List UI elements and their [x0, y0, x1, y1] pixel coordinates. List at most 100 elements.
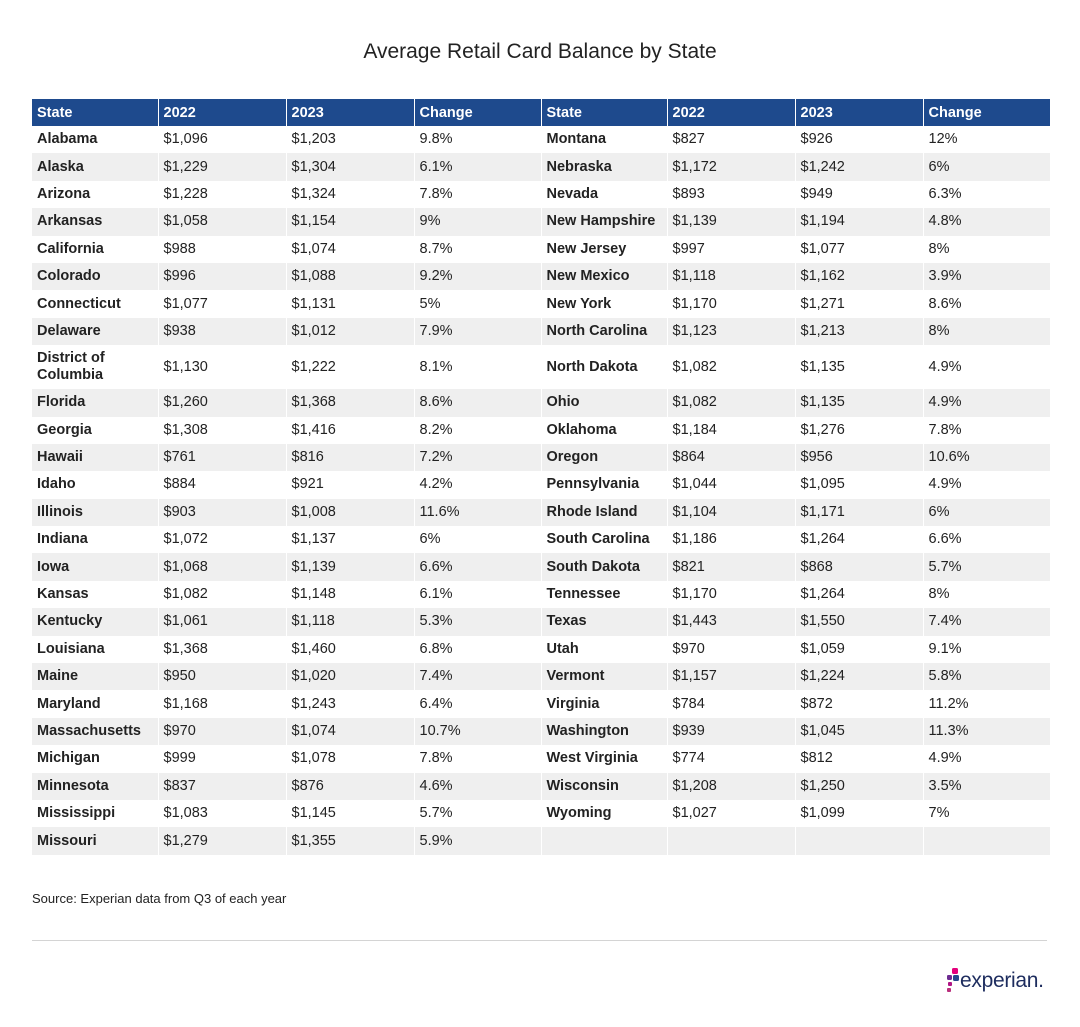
- balance-cell: $1,068: [157, 553, 286, 581]
- column-header: Change: [922, 99, 1050, 126]
- balance-cell: $1,184: [666, 416, 795, 444]
- state-cell: Wyoming: [540, 799, 667, 828]
- column-header: State: [32, 99, 158, 126]
- balance-cell: $1,008: [285, 498, 414, 527]
- balance-cell: $872: [794, 690, 923, 718]
- table-row: Michigan $999 $1,078 7.8% West Virginia $774 $…: [32, 745, 1050, 773]
- balance-cell: $1,250: [794, 772, 923, 800]
- change-cell: 7.8%: [922, 416, 1050, 444]
- balance-cell: $1,061: [157, 608, 286, 636]
- state-cell: North Dakota: [540, 345, 667, 390]
- balance-cell: $921: [285, 471, 414, 499]
- column-header: 2023: [285, 99, 414, 126]
- state-cell: Texas: [540, 608, 667, 636]
- balance-cell: $1,145: [285, 799, 414, 828]
- change-cell: 9.1%: [922, 635, 1050, 664]
- change-cell: 12%: [922, 126, 1050, 154]
- balance-cell: $1,308: [157, 416, 286, 444]
- balance-cell: $1,012: [285, 317, 414, 346]
- change-cell: 11.3%: [922, 717, 1050, 746]
- balance-cell: $1,271: [794, 290, 923, 318]
- balance-cell: $1,276: [794, 416, 923, 444]
- balance-cell: $988: [157, 235, 286, 263]
- balance-cell: $1,355: [285, 827, 414, 855]
- table-row: Iowa $1,068 $1,139 6.6% South Dakota $821 $868…: [32, 553, 1050, 581]
- balance-cell: $1,154: [285, 208, 414, 236]
- state-cell: West Virginia: [540, 745, 667, 773]
- balance-cell: $1,135: [794, 389, 923, 417]
- change-cell: 4.6%: [413, 772, 541, 800]
- state-cell: New Mexico: [540, 262, 667, 291]
- balance-cell: $1,162: [794, 262, 923, 291]
- change-cell: 6.6%: [413, 553, 541, 581]
- state-cell: Colorado: [32, 262, 158, 291]
- balance-table: State 2022 2023 Change State 2022 2023 Change A…: [32, 99, 1050, 855]
- change-cell: 7%: [922, 799, 1050, 828]
- table-row: Georgia $1,308 $1,416 8.2% Oklahoma $1,184 $1,…: [32, 416, 1050, 444]
- balance-cell: $1,224: [794, 663, 923, 691]
- state-cell: Nebraska: [540, 153, 667, 181]
- balance-cell: $1,228: [157, 180, 286, 209]
- state-cell: Ohio: [540, 389, 667, 417]
- balance-cell: $1,082: [666, 389, 795, 417]
- balance-cell: $956: [794, 443, 923, 472]
- balance-cell: $1,044: [666, 471, 795, 499]
- change-cell: 8%: [922, 317, 1050, 346]
- balance-cell: $774: [666, 745, 795, 773]
- state-cell: South Dakota: [540, 553, 667, 581]
- balance-cell: $1,074: [285, 717, 414, 746]
- state-cell: Hawaii: [32, 443, 158, 472]
- change-cell: [922, 827, 1050, 855]
- change-cell: 7.4%: [922, 608, 1050, 636]
- experian-dots-icon: [947, 968, 959, 992]
- change-cell: 4.9%: [922, 471, 1050, 499]
- balance-cell: $1,045: [794, 717, 923, 746]
- balance-cell: $1,168: [157, 690, 286, 718]
- balance-cell: $950: [157, 663, 286, 691]
- balance-cell: $1,148: [285, 580, 414, 609]
- balance-cell: $1,118: [285, 608, 414, 636]
- change-cell: 4.2%: [413, 471, 541, 499]
- change-cell: 8.6%: [413, 389, 541, 417]
- balance-cell: $884: [157, 471, 286, 499]
- balance-cell: $1,222: [285, 345, 414, 390]
- state-cell: California: [37, 240, 104, 257]
- balance-cell: $1,072: [157, 526, 286, 554]
- change-cell: 8.2%: [413, 416, 541, 444]
- column-header: 2023: [794, 99, 923, 126]
- balance-cell: $1,059: [794, 635, 923, 664]
- change-cell: 3.5%: [922, 772, 1050, 800]
- change-cell: 7.8%: [413, 180, 541, 209]
- balance-cell: $1,082: [157, 580, 286, 609]
- state-cell: [540, 827, 667, 855]
- balance-cell: $1,020: [285, 663, 414, 691]
- state-cell: Oklahoma: [540, 416, 667, 444]
- state-cell: South Carolina: [540, 526, 667, 554]
- balance-cell: $1,082: [666, 345, 795, 390]
- balance-cell: $1,229: [157, 153, 286, 181]
- state-cell: Florida: [32, 389, 158, 417]
- balance-cell: $1,304: [285, 153, 414, 181]
- change-cell: 6%: [922, 498, 1050, 527]
- balance-cell: [794, 827, 923, 855]
- balance-cell: $1,260: [157, 389, 286, 417]
- state-cell: Maine: [32, 663, 158, 691]
- state-cell: Montana: [540, 126, 667, 154]
- balance-cell: $926: [794, 126, 923, 154]
- page-title: Average Retail Card Balance by State: [363, 40, 717, 63]
- balance-cell: $893: [666, 180, 795, 209]
- balance-cell: $1,460: [285, 635, 414, 664]
- state-cell: Utah: [540, 635, 667, 664]
- change-cell: 4.9%: [922, 345, 1050, 390]
- balance-cell: $827: [666, 126, 795, 154]
- change-cell: 8.1%: [413, 345, 541, 390]
- divider: [32, 940, 1047, 941]
- balance-cell: $1,172: [666, 153, 795, 181]
- balance-cell: $1,077: [157, 290, 286, 318]
- balance-cell: $1,130: [157, 345, 286, 390]
- change-cell: 6%: [922, 153, 1050, 181]
- balance-cell: $1,137: [285, 526, 414, 554]
- change-cell: 4.8%: [922, 208, 1050, 236]
- state-cell: Idaho: [37, 476, 76, 493]
- state-cell: Arizona: [37, 185, 91, 202]
